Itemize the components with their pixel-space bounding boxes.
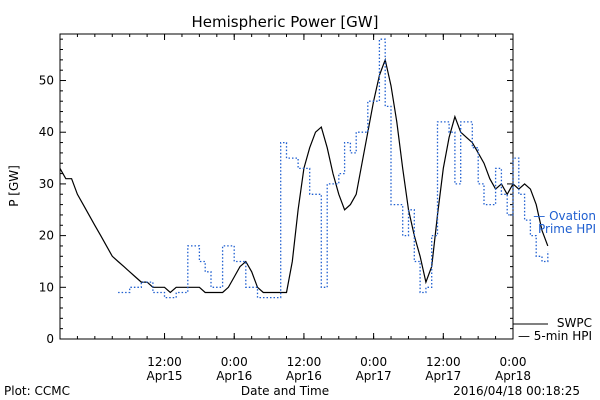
y-tick-label-1: 10 — [39, 280, 54, 294]
y-tick-label-5: 50 — [39, 74, 54, 88]
series-layer — [59, 38, 549, 299]
x-tick-date-5: Apr18 — [495, 369, 531, 383]
y-tick-label-4: 40 — [39, 125, 54, 139]
legend-ovation-label: Prime HPI — [538, 222, 596, 236]
series-line-swpc — [59, 57, 549, 294]
x-tick-time-3: 0:00 — [360, 355, 387, 369]
x-tick-date-1: Apr16 — [216, 369, 252, 383]
chart-title: Hemispheric Power [GW] — [192, 13, 379, 31]
x-tick-time-5: 0:00 — [500, 355, 527, 369]
x-axis: 12:00Apr150:00Apr1612:00Apr160:00Apr1712… — [59, 34, 531, 383]
plot-timestamp: 2016/04/18 00:18:25 — [453, 384, 580, 398]
x-tick-time-4: 12:00 — [426, 355, 461, 369]
x-tick-date-2: Apr16 — [286, 369, 322, 383]
y-axis-label: P [GW] — [7, 165, 21, 207]
x-tick-date-4: Apr17 — [425, 369, 461, 383]
legend-ovation-marker: — Ovation — [533, 209, 596, 223]
legend-swpc-label: SWPC — [557, 316, 592, 330]
plot-area — [59, 33, 514, 340]
x-tick-date-0: Apr15 — [147, 369, 183, 383]
x-tick-time-0: 12:00 — [147, 355, 182, 369]
series-line-ovation — [118, 38, 549, 299]
x-axis-label: Date and Time — [241, 384, 329, 398]
x-tick-time-2: 12:00 — [287, 355, 322, 369]
plot-source-label: Plot: CCMC — [4, 384, 70, 398]
y-tick-label-0: 0 — [46, 332, 54, 346]
y-tick-label-2: 20 — [39, 229, 54, 243]
x-tick-time-1: 0:00 — [221, 355, 248, 369]
y-axis: 0 10 20 30 40 50 — [39, 38, 513, 346]
legend-entry-ovation: — Ovation Prime HPI — [533, 209, 596, 236]
legend: — Ovation Prime HPI SWPC 5-min HPI — — [513, 209, 596, 343]
y-tick-label-3: 30 — [39, 177, 54, 191]
legend-swpc-label-2: 5-min HPI — [534, 329, 592, 343]
x-tick-date-3: Apr17 — [356, 369, 392, 383]
legend-entry-swpc: SWPC 5-min HPI — — [513, 316, 592, 343]
legend-swpc-marker: — — [518, 329, 530, 343]
